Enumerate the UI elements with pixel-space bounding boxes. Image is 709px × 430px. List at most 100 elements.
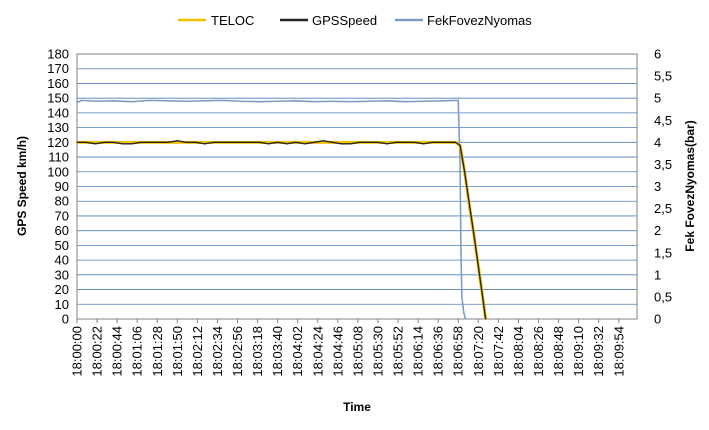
- data-point-gpsspeed: [267, 143, 270, 145]
- x-tick-label: 18:02:12: [190, 326, 205, 377]
- data-point-fekfoveznyomas: [76, 101, 78, 104]
- legend-item-teloc: TELOC: [178, 13, 254, 28]
- data-point-gpsspeed: [350, 143, 352, 145]
- data-point-fekfoveznyomas: [459, 163, 461, 166]
- y-tick-label: 160: [47, 76, 69, 91]
- series-layer: [76, 99, 488, 320]
- data-point-gpsspeed: [131, 143, 133, 145]
- data-point-gpsspeed: [222, 141, 224, 143]
- data-point-fekfoveznyomas: [404, 101, 406, 103]
- series-line-fekfoveznyomas: [76, 99, 467, 320]
- data-point-gpsspeed: [231, 141, 233, 143]
- x-tick-label: 18:09:54: [611, 326, 626, 377]
- x-tick-label: 18:06:58: [451, 326, 466, 377]
- data-point-gpsspeed: [76, 141, 78, 143]
- data-point-gpsspeed: [304, 143, 306, 145]
- data-point-gpsspeed: [322, 140, 324, 142]
- y-tick-label: 180: [47, 47, 69, 62]
- data-point-fekfoveznyomas: [313, 101, 315, 103]
- x-tick-label: 18:00:00: [70, 326, 85, 377]
- x-tick-label: 18:09:10: [571, 326, 586, 377]
- y2-tick-label: 6: [654, 47, 661, 62]
- data-point-gpsspeed: [441, 141, 443, 143]
- legend-label-gpsspeed: GPSSpeed: [312, 13, 377, 28]
- x-tick-label: 18:01:06: [130, 326, 145, 377]
- data-point-fekfoveznyomas: [460, 252, 462, 254]
- data-point-gpsspeed: [484, 318, 487, 320]
- data-point-gpsspeed: [149, 141, 151, 143]
- y2-tick-label: 4,5: [654, 113, 672, 128]
- y-tick-label: 100: [47, 164, 69, 179]
- data-point-gpsspeed: [368, 141, 370, 143]
- data-point-gpsspeed: [277, 141, 279, 143]
- data-point-gpsspeed: [482, 297, 484, 299]
- x-tick-label: 18:02:34: [210, 326, 225, 377]
- data-point-gpsspeed: [258, 141, 261, 143]
- x-tick-label: 18:00:22: [90, 326, 105, 377]
- data-point-fekfoveznyomas: [331, 100, 333, 102]
- x-tick-label: 18:06:14: [411, 326, 426, 377]
- data-point-gpsspeed: [213, 141, 215, 143]
- y-tick-label: 10: [55, 297, 69, 312]
- data-point-fekfoveznyomas: [185, 100, 188, 102]
- x-axis-title: Time: [343, 400, 371, 414]
- x-tick-label: 18:04:02: [290, 326, 305, 377]
- data-point-fekfoveznyomas: [167, 100, 169, 102]
- x-tick-label: 18:03:18: [250, 326, 265, 377]
- x-tick-label: 18:05:08: [350, 326, 365, 377]
- y2-tick-label: 0,5: [654, 289, 672, 304]
- data-point-gpsspeed: [359, 141, 361, 143]
- data-point-gpsspeed: [340, 143, 343, 145]
- data-point-gpsspeed: [473, 233, 475, 235]
- x-tick-label: 18:09:32: [591, 326, 606, 377]
- data-point-fekfoveznyomas: [295, 100, 297, 102]
- data-point-fekfoveznyomas: [258, 101, 261, 103]
- y2-tick-label: 2: [654, 223, 661, 238]
- data-point-gpsspeed: [112, 141, 115, 143]
- data-point-gpsspeed: [413, 141, 416, 143]
- data-point-fekfoveznyomas: [240, 100, 242, 102]
- y-tick-label: 150: [47, 91, 69, 106]
- series-line-gpsspeed: [77, 140, 487, 320]
- x-tick-label: 18:08:04: [511, 326, 526, 377]
- y2-tick-label: 3,5: [654, 157, 672, 172]
- data-point-gpsspeed: [240, 141, 242, 143]
- data-point-teloc: [131, 141, 133, 143]
- data-point-fekfoveznyomas: [204, 100, 206, 102]
- data-point-fekfoveznyomas: [277, 100, 279, 102]
- data-point-gpsspeed: [158, 141, 160, 143]
- y-tick-label: 40: [55, 253, 69, 268]
- data-point-gpsspeed: [464, 171, 466, 173]
- data-point-gpsspeed: [204, 143, 206, 145]
- data-point-gpsspeed: [331, 141, 333, 143]
- y2-tick-label: 5,5: [654, 69, 672, 84]
- y2-axis-ticks: 0 0,5 1 1,5 2 2,5 3 3,5 4 4,5 5 5,5 6: [654, 47, 672, 327]
- data-point-gpsspeed: [122, 143, 124, 145]
- data-point-gpsspeed: [185, 141, 188, 143]
- y2-tick-label: 0: [654, 312, 661, 327]
- data-point-gpsspeed: [94, 143, 96, 145]
- x-tick-label: 18:07:20: [471, 326, 486, 377]
- y2-axis-title: Fek FovezNyomas(bar): [683, 120, 697, 251]
- data-point-gpsspeed: [422, 143, 425, 145]
- x-tick-label: 18:08:26: [531, 326, 546, 377]
- x-tick-label: 18:03:40: [270, 326, 285, 377]
- x-tick-label: 18:02:56: [230, 326, 245, 377]
- data-point-fekfoveznyomas: [457, 99, 459, 101]
- y2-tick-label: 5: [654, 91, 661, 106]
- data-point-gpsspeed: [386, 143, 388, 145]
- data-point-gpsspeed: [167, 141, 169, 143]
- data-point-fekfoveznyomas: [149, 99, 151, 101]
- y-tick-label: 70: [55, 208, 69, 223]
- data-point-fekfoveznyomas: [368, 100, 370, 102]
- data-point-teloc: [386, 141, 388, 143]
- data-point-fekfoveznyomas: [112, 100, 115, 102]
- y-tick-label: 30: [55, 267, 69, 282]
- x-tick-label: 18:06:36: [431, 326, 446, 377]
- legend-item-fekfoveznyomas: FekFovezNyomas: [395, 13, 532, 28]
- data-point-teloc: [350, 141, 352, 143]
- y-axis-ticks: 0102030405060708090100110120130140150160…: [47, 47, 69, 327]
- data-point-fekfoveznyomas: [94, 100, 96, 102]
